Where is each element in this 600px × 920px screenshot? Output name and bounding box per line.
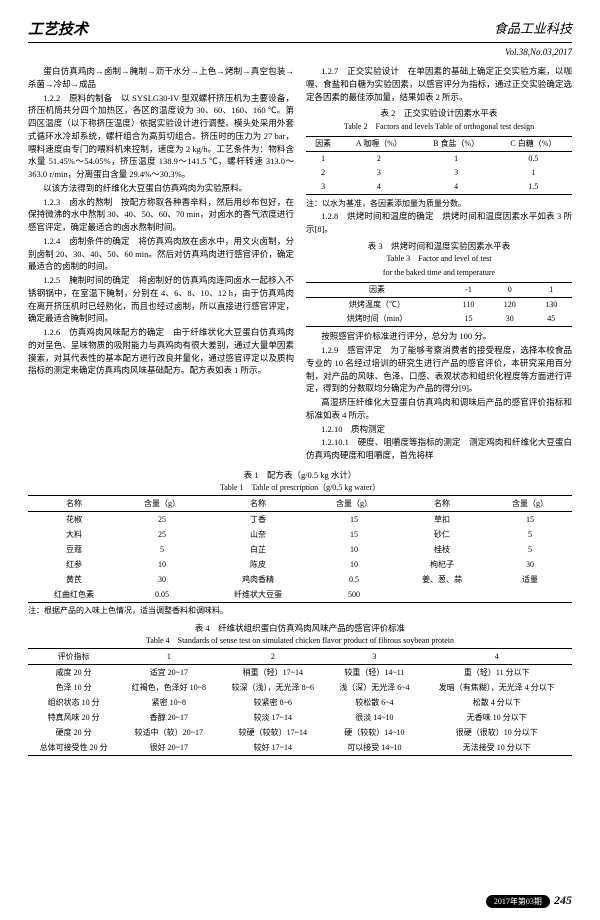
para: 1.2.6 仿真鸡肉风味配方的确定 由于纤维状化大豆蛋白仿真鸡肉的对呈色、呈味物… xyxy=(28,326,294,377)
para: 1.2.8 烘烤时间和温度的确定 烘烤时间和温度因素水平如表 3 所示[8]。 xyxy=(306,210,572,236)
table1-title-en: Table 1 Table of prescription（g/0.5 kg w… xyxy=(28,482,572,493)
table3-title-en1: Table 3 Factor and level of test xyxy=(306,253,572,265)
para: 以该方法得到的纤维化大豆蛋白仿真鸡肉为实验原料。 xyxy=(28,182,294,195)
table2-title-en: Table 2 Factors and levels Table of orth… xyxy=(306,121,572,133)
left-column: 蛋白仿真鸡肉→卤制→腌制→沥干水分→上色→烤制→真空包装→杀菌→冷却→成品 1.… xyxy=(28,65,294,463)
journal-section: 工艺技术 xyxy=(28,18,88,39)
right-column: 1.2.7 正交实验设计 在单因素的基础上确定正交实验方案，以咖喱、食盐和白糖为… xyxy=(306,65,572,463)
table2-note: 注：以水为基准，各因素添加量为质量分数。 xyxy=(306,198,572,210)
volume-info: Vol.38,No.03,2017 xyxy=(28,47,572,57)
table4-title-en: Table 4 Standards of sense test on simul… xyxy=(28,635,572,646)
page-number: 245 xyxy=(554,893,572,907)
table3-title-en2: for the baked time and temperature xyxy=(306,267,572,279)
table4: 评价指标1234 咸度 20 分适宜 20~17稍重（轻）17~14较重（轻）1… xyxy=(28,648,572,756)
table3-title: 表 3 烘烤时间和温度实验因素水平表 xyxy=(306,240,572,253)
table1: 名称含量（g）名称含量（g）名称含量（g） 花椒25丁香15草扣15 大料25山… xyxy=(28,495,572,603)
para: 1.2.3 卤水的熬制 按配方称取各种香辛料，然后用纱布包好，在保持微沸的水中熬… xyxy=(28,196,294,234)
issue-badge: 2017年第03期 xyxy=(486,895,550,908)
table3: 因素-101 烘烤温度（℃）110120130 烘烤时间（min）153045 xyxy=(306,282,572,327)
para: 高湿挤压纤维化大豆蛋白仿真鸡肉和调味后产品的感官评价指标和标准如表 4 所示。 xyxy=(306,396,572,422)
table4-title: 表 4 纤维状组织蛋白仿真鸡肉风味产品的感官评价标准 xyxy=(28,622,572,634)
para: 蛋白仿真鸡肉→卤制→腌制→沥干水分→上色→烤制→真空包装→杀菌→冷却→成品 xyxy=(28,65,294,91)
para: 1.2.4 卤制条件的确定 将仿真鸡肉放在卤水中，用文火卤制，分别卤制 20、3… xyxy=(28,235,294,273)
table1-title: 表 1 配方表（g/0.5 kg 水计） xyxy=(28,469,572,481)
para: 1.2.7 正交实验设计 在单因素的基础上确定正交实验方案，以咖喱、食盐和白糖为… xyxy=(306,65,572,103)
para: 1.2.9 感官评定 为了能够考察消费者的接受程度，选择本校食品专业的 10 名… xyxy=(306,344,572,395)
table2: 因素A 咖喱（%）B 食盐（%）C 白糖（%） 1210.5 2331 3441… xyxy=(306,136,572,195)
table1-note: 注：根据产品的入味上色情况，适当调整香料和调味料。 xyxy=(28,605,572,616)
para: 1.2.2 原料的制备 以 SYSLG30-IV 型双螺杆挤压机为主要设备，挤压… xyxy=(28,92,294,181)
para: 按照感官评价标准进行评分，总分为 100 分。 xyxy=(306,330,572,343)
para: 1.2.5 腌制时间的确定 将卤制好的仿真鸡肉连同卤水一起移入不锈钢锅中，在室温… xyxy=(28,274,294,325)
para: 1.2.10.1 硬度、咀嚼度等指标的测定 测定鸡肉和纤维化大豆蛋白仿真鸡肉硬度… xyxy=(306,436,572,462)
page-footer: 2017年第03期 245 xyxy=(486,893,572,908)
para: 1.2.10 质构测定 xyxy=(306,423,572,436)
journal-name: 食品工业科技 xyxy=(494,18,572,39)
table2-title: 表 2 正交实验设计因素水平表 xyxy=(306,107,572,120)
